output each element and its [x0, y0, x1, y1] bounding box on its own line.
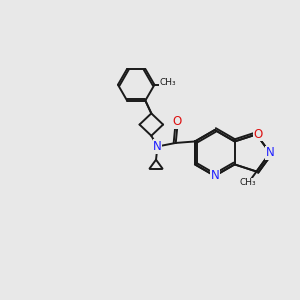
Text: O: O — [254, 128, 262, 141]
Text: CH₃: CH₃ — [159, 78, 176, 87]
Text: N: N — [210, 169, 219, 182]
Text: N: N — [266, 146, 274, 159]
Text: N: N — [153, 140, 162, 153]
Text: O: O — [172, 115, 182, 128]
Text: CH₃: CH₃ — [240, 178, 256, 188]
